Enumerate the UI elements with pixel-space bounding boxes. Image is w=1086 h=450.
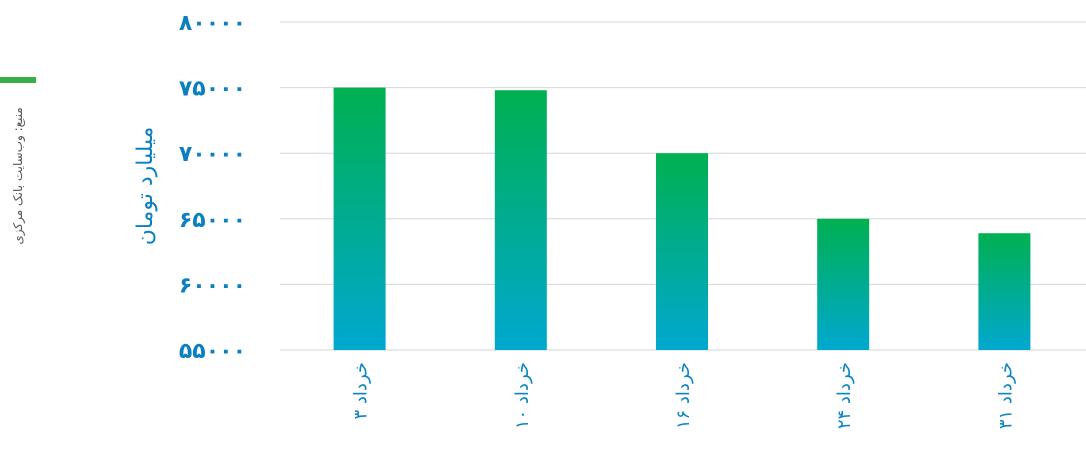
bar [494,90,547,350]
y-tick-label: ۵۵۰۰۰ [179,339,246,364]
y-axis-label: میلیارد تومان [133,127,158,246]
bars [333,87,1031,350]
source-note: منبع: وب‌سایت بانک مرکزی [11,107,26,244]
source-accent-bar [0,77,36,83]
x-tick-label: ۲۴ خرداد [834,362,855,429]
x-tick-label: ۳ خرداد [351,362,372,419]
bar [656,153,708,350]
x-axis-ticks: ۳ خرداد ۱۰ خرداد ۱۶ خرداد ۲۴ خرداد ۳۱ خرداد [351,362,1017,429]
bar [333,87,386,350]
y-tick-label: ۶۰۰۰۰ [179,273,246,298]
bar [817,218,870,350]
y-tick-label: ۷۰۰۰۰ [179,142,246,167]
x-tick-label: ۱۰ خرداد [512,362,533,429]
y-tick-label: ۶۵۰۰۰ [179,208,246,233]
bar [978,233,1031,350]
y-tick-label: ۸۰۰۰۰ [179,11,246,36]
y-tick-label: ۷۵۰۰۰ [179,77,246,102]
x-tick-label: ۳۱ خرداد [995,362,1016,429]
y-axis-ticks: ۸۰۰۰۰ ۷۵۰۰۰ ۷۰۰۰۰ ۶۵۰۰۰ ۶۰۰۰۰ ۵۵۰۰۰ [179,11,246,364]
x-tick-label: ۱۶ خرداد [673,362,694,429]
